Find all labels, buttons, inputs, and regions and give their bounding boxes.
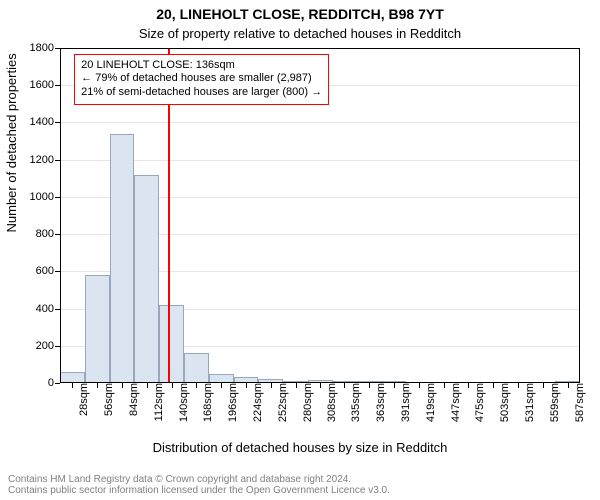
- x-tick-label: 335sqm: [344, 383, 362, 422]
- y-tick-label: 1200: [30, 154, 60, 166]
- y-tick-label: 0: [48, 377, 60, 389]
- x-tick-label: 196sqm: [221, 383, 239, 422]
- plot-border: [60, 48, 580, 383]
- chart-subtitle: Size of property relative to detached ho…: [0, 26, 600, 41]
- x-tick-label: 28sqm: [72, 383, 90, 416]
- attribution-line-1: Contains HM Land Registry data © Crown c…: [8, 474, 390, 485]
- x-tick-label: 168sqm: [196, 383, 214, 422]
- x-tick-label: 140sqm: [172, 383, 190, 422]
- attribution-line-2: Contains public sector information licen…: [8, 485, 390, 496]
- x-tick-label: 363sqm: [369, 383, 387, 422]
- plot-area: 02004006008001000120014001600180028sqm56…: [60, 48, 580, 383]
- y-tick-label: 1800: [30, 42, 60, 54]
- x-tick-label: 419sqm: [419, 383, 437, 422]
- y-tick-label: 1600: [30, 79, 60, 91]
- chart-title: 20, LINEHOLT CLOSE, REDDITCH, B98 7YT: [0, 6, 600, 22]
- x-tick-label: 391sqm: [394, 383, 412, 422]
- x-tick-label: 531sqm: [518, 383, 536, 422]
- x-tick-label: 280sqm: [296, 383, 314, 422]
- x-tick-label: 447sqm: [444, 383, 462, 422]
- x-tick-label: 112sqm: [147, 383, 165, 421]
- y-tick-label: 800: [36, 228, 60, 240]
- y-tick-label: 1000: [30, 191, 60, 203]
- y-tick-label: 1400: [30, 116, 60, 128]
- x-tick-label: 559sqm: [543, 383, 561, 422]
- x-tick-label: 503sqm: [493, 383, 511, 422]
- x-tick-label: 308sqm: [320, 383, 338, 422]
- x-tick-label: 84sqm: [122, 383, 140, 416]
- x-tick-label: 587sqm: [568, 383, 586, 422]
- x-tick-label: 252sqm: [271, 383, 289, 422]
- y-tick-label: 600: [36, 265, 60, 277]
- y-tick-label: 400: [36, 303, 60, 315]
- y-tick-label: 200: [36, 340, 60, 352]
- x-tick-label: 56sqm: [97, 383, 115, 416]
- x-axis-label: Distribution of detached houses by size …: [0, 440, 600, 455]
- x-tick-label: 224sqm: [246, 383, 264, 422]
- x-tick-label: 475sqm: [468, 383, 486, 422]
- y-axis-label: Number of detached properties: [4, 53, 19, 232]
- attribution: Contains HM Land Registry data © Crown c…: [8, 474, 390, 496]
